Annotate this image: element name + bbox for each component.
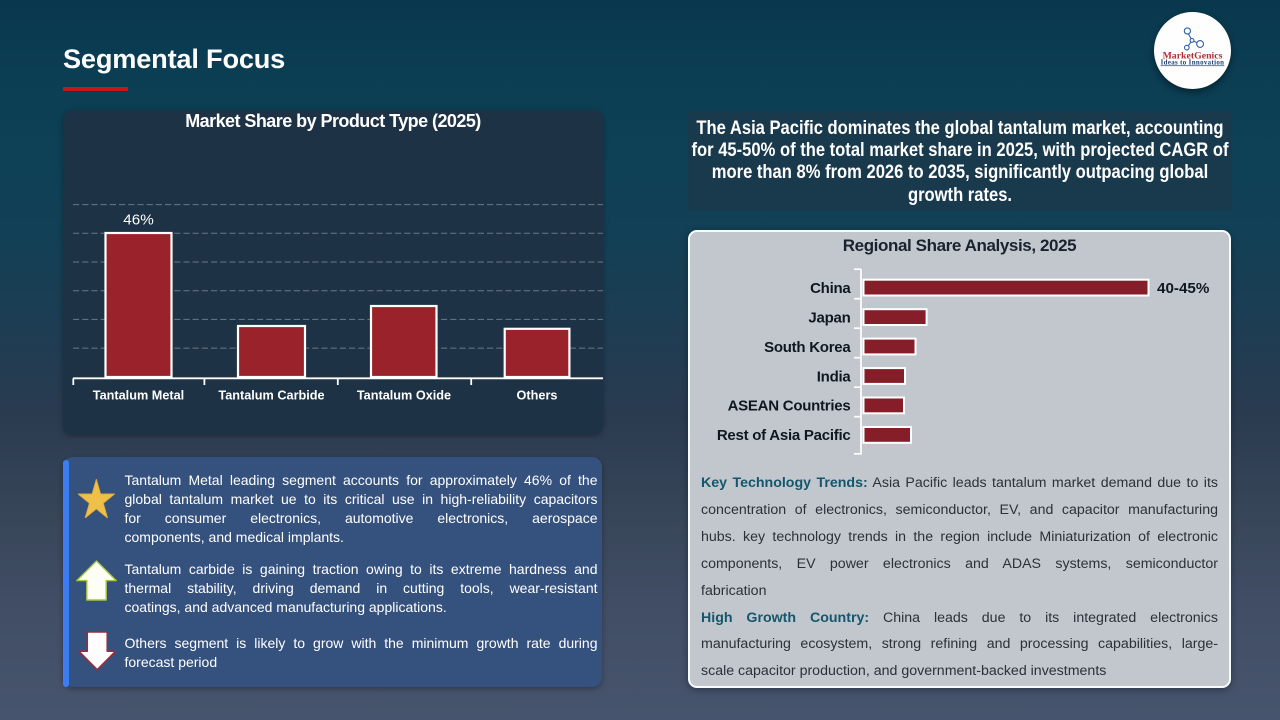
svg-text:India: India (817, 368, 852, 385)
svg-text:Tantalum Oxide: Tantalum Oxide (357, 389, 451, 403)
svg-text:Tantalum Carbide: Tantalum Carbide (218, 389, 324, 403)
svg-text:China: China (810, 280, 851, 297)
svg-text:Rest of Asia Pacific: Rest of Asia Pacific (717, 427, 851, 444)
svg-text:Tantalum Metal: Tantalum Metal (93, 389, 184, 403)
svg-text:MarketGenics: MarketGenics (1163, 51, 1223, 62)
svg-text:Ideas to Innovation: Ideas to Innovation (1161, 59, 1225, 66)
svg-text:40-45%: 40-45% (1157, 280, 1210, 297)
svg-text:Japan: Japan (808, 309, 850, 326)
svg-text:South Korea: South Korea (764, 339, 851, 356)
svg-text:46%: 46% (123, 211, 153, 228)
svg-text:ASEAN Countries: ASEAN Countries (728, 398, 851, 415)
svg-text:Others: Others (517, 389, 558, 403)
